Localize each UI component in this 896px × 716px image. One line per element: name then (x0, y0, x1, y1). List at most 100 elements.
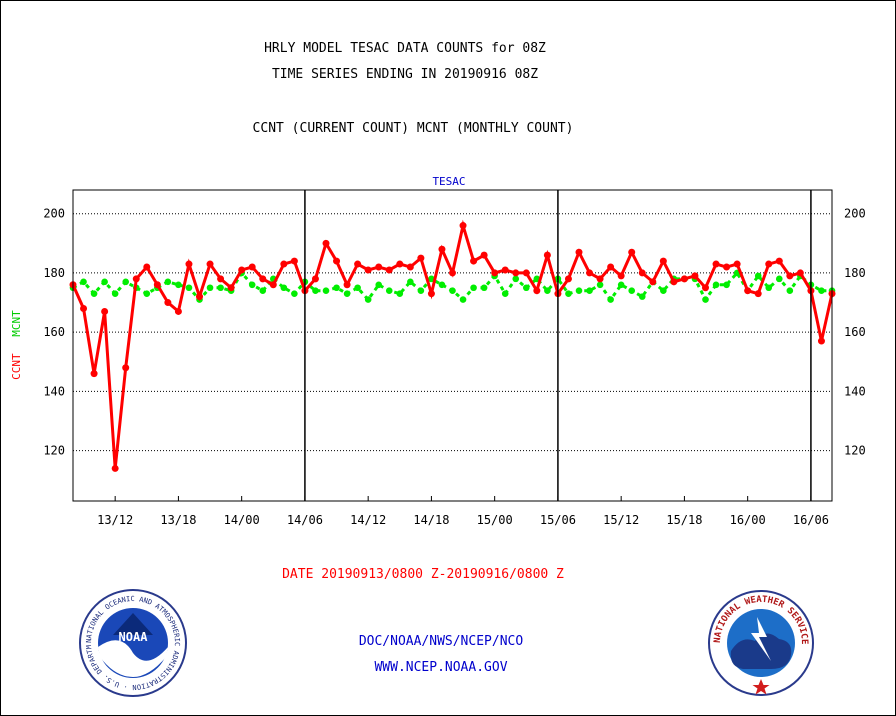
ccnt-point-28 (364, 266, 372, 274)
mcnt-point-4 (111, 290, 119, 297)
ccnt-point-18 (259, 275, 267, 283)
ccnt-point-39 (480, 251, 488, 259)
ccnt-point-68 (786, 272, 794, 280)
ccnt-point-54 (638, 269, 646, 277)
x-tick-label-14/00: 14/00 (224, 513, 260, 527)
y-tick-label-right-180: 180 (844, 266, 866, 280)
ccnt-point-65 (754, 290, 762, 298)
ccnt-point-26 (343, 281, 351, 289)
ccnt-point-55 (649, 278, 657, 286)
mcnt-point-45 (544, 287, 551, 295)
y-axis-label-ccnt: CCNT (10, 353, 23, 380)
ccnt-point-1 (80, 304, 88, 312)
ccnt-point-31 (396, 260, 404, 268)
ccnt-point-15 (227, 284, 235, 292)
noaa-logo-text: NOAA (119, 630, 149, 644)
org-line: DOC/NOAA/NWS/NCEP/NCO (359, 634, 524, 649)
ccnt-point-4 (111, 464, 119, 472)
ccnt-point-62 (723, 263, 731, 271)
ccnt-point-9 (164, 299, 172, 307)
ccnt-point-56 (659, 257, 667, 265)
y-tick-label-right-160: 160 (844, 325, 866, 339)
mcnt-point-9 (164, 278, 172, 286)
ccnt-point-30 (385, 266, 393, 274)
mcnt-point-65 (754, 272, 762, 280)
ccnt-point-2 (90, 370, 98, 378)
ccnt-point-41 (501, 266, 509, 274)
chart-title-line2: TIME SERIES ENDING IN 20190916 08Z (272, 67, 538, 82)
mcnt-point-43 (522, 284, 530, 292)
mcnt-point-48 (575, 287, 583, 295)
mcnt-point-20 (280, 284, 288, 292)
mcnt-point-42 (512, 275, 520, 283)
mcnt-point-32 (407, 278, 414, 286)
x-tick-label-15/12: 15/12 (603, 513, 639, 527)
mcnt-point-3 (101, 278, 108, 286)
ccnt-point-24 (322, 239, 330, 247)
ccnt-point-13 (206, 260, 214, 268)
mcnt-point-60 (702, 296, 709, 303)
mcnt-point-41 (501, 290, 509, 297)
ccnt-point-8 (153, 281, 161, 289)
ccnt-point-61 (712, 260, 720, 268)
ccnt-point-59 (691, 272, 699, 280)
ccnt-point-5 (122, 364, 130, 372)
ccnt-point-17 (248, 263, 256, 271)
url-link[interactable]: WWW.NCEP.NOAA.GOV (374, 660, 507, 675)
x-tick-label-16/06: 16/06 (793, 513, 829, 527)
mcnt-point-50 (596, 281, 604, 289)
mcnt-point-61 (712, 281, 720, 289)
mcnt-point-26 (343, 290, 351, 297)
mcnt-point-68 (786, 287, 794, 295)
y-axis-title: CCNT MCNT (10, 310, 23, 380)
ccnt-point-51 (607, 263, 615, 271)
plot-area-frame (72, 189, 833, 502)
x-tick-label-13/12: 13/12 (97, 513, 133, 527)
mcnt-point-39 (480, 284, 488, 292)
ccnt-point-48 (575, 248, 583, 256)
mcnt-point-38 (470, 284, 477, 292)
x-tick-label-15/18: 15/18 (666, 513, 702, 527)
ccnt-point-27 (354, 260, 362, 268)
ccnt-point-45 (543, 251, 551, 259)
mcnt-point-24 (322, 287, 330, 295)
ccnt-point-3 (101, 307, 109, 315)
ccnt-point-64 (744, 287, 752, 295)
mcnt-point-29 (375, 281, 383, 289)
mcnt-point-28 (364, 296, 372, 303)
mcnt-point-5 (122, 278, 130, 286)
mcnt-point-62 (723, 281, 730, 289)
mcnt-point-30 (385, 287, 393, 295)
ccnt-point-43 (522, 269, 530, 277)
mcnt-point-13 (206, 284, 214, 292)
y-tick-label-left-180: 180 (43, 266, 65, 280)
ccnt-point-32 (406, 263, 414, 271)
ccnt-point-40 (491, 269, 499, 277)
mcnt-point-18 (259, 287, 267, 295)
mcnt-point-14 (217, 284, 224, 292)
date-range: DATE 20190913/0800 Z-20190916/0800 Z (282, 567, 564, 582)
y-tick-label-left-140: 140 (43, 384, 65, 398)
ccnt-point-49 (586, 269, 594, 277)
ccnt-point-34 (427, 290, 435, 298)
mcnt-point-66 (765, 284, 773, 292)
mcnt-point-1 (80, 278, 87, 286)
ccnt-point-60 (702, 284, 709, 292)
x-tick-label-14/12: 14/12 (350, 513, 386, 527)
y-tick-label-right-140: 140 (844, 384, 866, 398)
y-tick-label-left-160: 160 (43, 325, 65, 339)
ccnt-point-33 (417, 254, 425, 262)
ccnt-point-52 (617, 272, 625, 280)
mcnt-point-56 (660, 287, 667, 295)
y-tick-label-left-200: 200 (43, 207, 65, 221)
mcnt-point-23 (312, 287, 319, 295)
mcnt-point-35 (438, 281, 446, 289)
x-tick-label-14/06: 14/06 (287, 513, 323, 527)
chart-subtitle: CCNT (CURRENT COUNT) MCNT (MONTHLY COUNT… (253, 121, 574, 136)
ccnt-point-11 (185, 260, 193, 268)
ccnt-point-69 (796, 269, 804, 277)
mcnt-point-2 (90, 290, 98, 297)
ccnt-point-25 (333, 257, 341, 265)
mcnt-point-33 (417, 287, 425, 295)
